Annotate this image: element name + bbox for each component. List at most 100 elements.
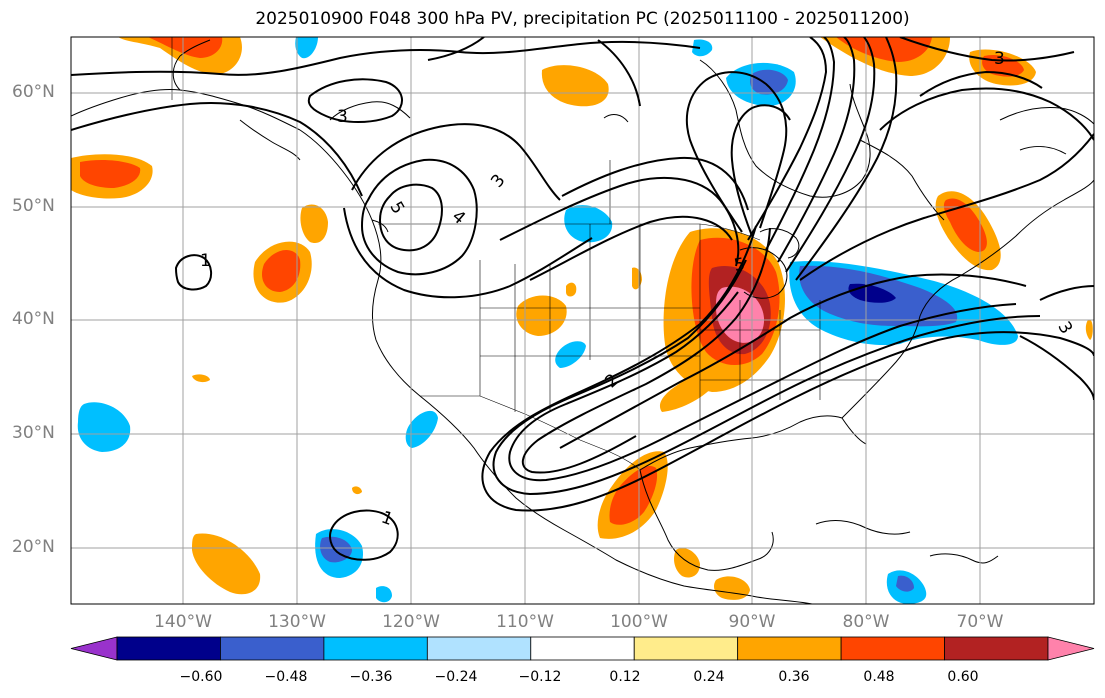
precip-anomaly-positive — [352, 486, 362, 495]
coastline — [371, 219, 389, 233]
pv-contour-line — [351, 123, 561, 201]
coastline — [841, 179, 1094, 419]
colorbar-segment — [633, 636, 739, 661]
precip-anomaly-negative — [376, 586, 392, 603]
lon-label: 130°W — [268, 612, 326, 632]
colorbar-tick-label: −0.12 — [518, 669, 562, 685]
precip-anomaly-positive — [659, 362, 717, 412]
precip-anomaly-negative — [77, 402, 131, 452]
pv-contour-line — [378, 183, 443, 252]
map-frame — [70, 36, 1095, 605]
coastline — [1019, 146, 1067, 155]
pv-contour-line — [329, 509, 399, 561]
pv-contour-line — [174, 254, 212, 291]
lat-label: 40°N — [12, 309, 55, 329]
precip-anomaly-positive — [261, 249, 301, 292]
colorbar — [70, 636, 1095, 661]
colorbar-extend-max — [1047, 636, 1095, 661]
precip-anomaly-positive — [192, 533, 261, 595]
coastline — [639, 469, 774, 571]
colorbar-segment — [944, 636, 1049, 661]
pv-contour-line — [559, 273, 1027, 449]
colorbar-extend-min — [70, 636, 118, 661]
colorbar-segment — [323, 636, 428, 661]
lon-label: 140°W — [154, 612, 212, 632]
lat-label: 30°N — [12, 423, 55, 443]
pv-contour-line — [777, 37, 856, 263]
precip-anomaly-positive — [836, 37, 932, 62]
contour-label: 3 — [994, 49, 1005, 69]
lon-label: 70°W — [956, 612, 1004, 632]
pv-contours — [71, 37, 1094, 561]
pv-contour-line — [879, 87, 1094, 141]
precip-anomaly-positive — [192, 374, 210, 383]
coastline — [329, 101, 411, 121]
pv-contour-line — [747, 37, 828, 241]
colorbar-segment — [530, 636, 635, 661]
contour-label: 3 — [337, 107, 348, 127]
colorbar-tick-label: −0.36 — [349, 669, 393, 685]
pv-contour-line — [360, 158, 478, 276]
precip-anomaly-negative — [555, 341, 586, 368]
pv-contour-line — [71, 101, 363, 197]
pv-contour-line — [919, 70, 1043, 97]
lat-label: 60°N — [12, 82, 55, 102]
colorbar-tick-label: −0.24 — [434, 669, 478, 685]
precip-anomaly-negative — [692, 39, 713, 57]
precip-anomaly-positive — [300, 204, 328, 244]
pv-contour-line — [799, 133, 1094, 281]
pv-contour-line — [1039, 285, 1094, 301]
lon-label: 110°W — [496, 612, 554, 632]
colorbar-tick-label: 0.60 — [947, 669, 979, 685]
colorbar-segment — [116, 636, 221, 661]
colorbar-segment — [737, 636, 842, 661]
pv-contour-line — [492, 259, 1041, 496]
precip-anomaly-positive — [80, 160, 141, 188]
pv-contour-line — [597, 39, 641, 107]
precip-anomaly-positive — [516, 295, 567, 336]
pv-contour-line — [730, 104, 791, 237]
map-title: 2025010900 F048 300 hPa PV, precipitatio… — [255, 9, 910, 29]
pv-contour-line — [307, 78, 403, 123]
precip-anomaly-positive — [609, 466, 658, 525]
lon-label: 80°W — [842, 612, 890, 632]
colorbar-tick-label: 0.24 — [693, 669, 725, 685]
colorbar-tick-label: 0.48 — [863, 669, 895, 685]
pv-contour-line — [1019, 335, 1094, 401]
coastline — [239, 119, 301, 161]
pv-contour-line — [481, 225, 1094, 512]
precip-anomaly-positive — [674, 547, 700, 578]
precip-anomaly-negative — [295, 37, 318, 59]
lat-label: 50°N — [12, 196, 55, 216]
precip-anomaly-positive — [541, 65, 609, 107]
coastline — [172, 39, 211, 91]
colorbar-segment — [840, 636, 945, 661]
lon-label: 90°W — [728, 612, 776, 632]
contour-label: 1 — [200, 251, 211, 271]
colorbar-tick-label: −0.48 — [264, 669, 308, 685]
pv-contour-line — [899, 37, 1075, 62]
pv-contour-line — [529, 215, 733, 281]
colorbar-tick-label: 0.12 — [609, 669, 641, 685]
coastlines — [71, 39, 1094, 604]
contour-label: 5 — [733, 254, 747, 276]
pv-contour-line — [685, 71, 788, 233]
colorbar-tick-label: −0.60 — [179, 669, 223, 685]
colorbar-segment — [220, 636, 325, 661]
pv-contour-line — [427, 37, 485, 61]
precip-anomaly-negative — [896, 575, 914, 592]
lon-label: 120°W — [382, 612, 440, 632]
border — [420, 395, 641, 471]
pv-contour-line — [795, 37, 898, 281]
coastline — [639, 415, 867, 471]
pv-contour-line — [343, 207, 593, 299]
coastline — [929, 553, 999, 564]
pv-contour-line — [785, 37, 876, 273]
colorbar-segment — [426, 636, 532, 661]
coastline — [71, 89, 301, 131]
coastline — [739, 247, 788, 299]
lon-label: 100°W — [610, 612, 668, 632]
pv-contour-line — [71, 40, 701, 76]
coastline — [859, 139, 945, 221]
